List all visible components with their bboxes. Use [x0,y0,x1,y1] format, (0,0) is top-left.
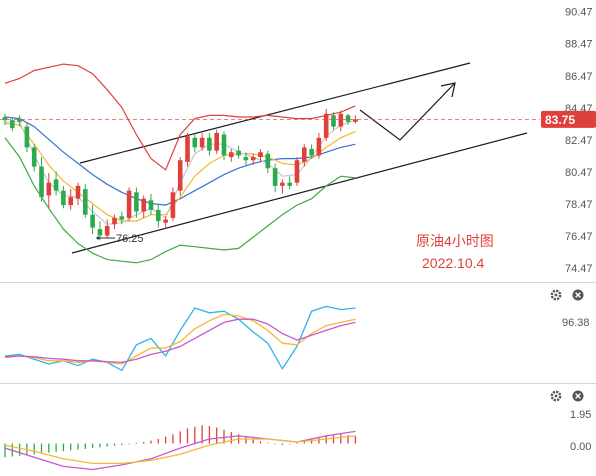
candle-body [338,113,344,127]
macd-panel [4,425,357,471]
gear-icon[interactable] [550,390,562,402]
candle-body [250,157,256,161]
oscillator-tick-label: 96.38 [562,317,590,329]
candle-body [258,152,263,158]
oscillator-line [4,318,356,364]
candle-body [353,119,358,122]
price-tick-label: 80.47 [565,167,593,179]
candle-body [177,160,183,191]
candle-body [170,192,176,218]
candle-body [104,225,110,236]
candle-body [90,214,95,228]
price-tick-label: 90.47 [565,7,593,19]
candle-body [331,115,336,127]
candle-body [236,150,241,156]
price-candles [2,108,358,241]
candle-body [287,182,292,186]
price-tick-label: 76.47 [565,231,593,243]
candle-body [156,209,161,222]
chart-annotation-date: 2022.10.4 [422,255,484,271]
candle-body [345,115,351,122]
candle-body [323,113,329,138]
candle-body [148,200,154,210]
candle-body [61,190,66,206]
candle-body [83,189,88,215]
candle-body [134,192,139,212]
macd-tick-label: 0.00 [570,441,591,453]
candle-body [2,116,8,121]
low-marker-dot [96,236,100,240]
candle-body [119,216,125,220]
channel-upper-line [79,62,471,164]
oscillator-line [4,313,356,365]
candle-body [294,160,300,183]
candle-body [53,179,59,191]
price-tick-label: 82.47 [565,135,593,147]
candle-body [309,149,314,156]
candle-body [39,166,44,198]
candle-body [302,147,307,162]
candle-body [75,185,81,199]
candle-body [112,217,117,225]
macd-line [4,435,356,465]
candle-body [272,168,278,186]
macd-tick-label: 1.95 [570,409,591,421]
low-price-label: 76.25 [116,233,144,245]
candle-body [214,132,219,151]
candle-body [185,136,190,162]
candle-body [192,137,198,148]
candle-body [163,219,168,223]
candle-body [280,182,285,186]
candle-body [46,182,52,196]
price-tick-label: 74.47 [565,263,593,275]
gear-icon[interactable] [550,289,562,301]
candle-body [141,198,146,212]
arrow-head-icon [440,82,456,98]
candle-body [229,152,234,158]
candle-body [199,137,205,148]
last-price-badge [541,110,596,128]
price-tick-label: 78.47 [565,199,593,211]
candle-body [265,153,271,169]
candle-body [10,120,15,129]
candle-body [17,118,22,122]
oscillator-lines [4,305,356,372]
channel-lower-line [71,132,528,254]
overlay-line [4,63,356,171]
candle-body [243,157,249,161]
close-icon[interactable] [572,289,584,301]
chart-annotation-title: 原油4小时图 [416,233,494,249]
candle-body [126,190,132,218]
candle-body [207,137,212,151]
last-price-label: 83.75 [545,113,575,127]
candle-body [24,126,30,148]
candle-body [221,134,227,156]
candle-body [97,229,103,236]
price-tick-label: 86.47 [565,71,593,83]
candle-body [31,147,37,167]
close-icon[interactable] [572,390,584,402]
price-tick-label: 88.47 [565,39,593,51]
price-axis: 90.4788.4786.4784.4782.4780.4778.4776.47… [565,7,593,275]
candle-body [68,197,73,206]
forecast-arrow [359,82,456,141]
candle-body [316,137,322,156]
overlay-line [4,137,356,264]
